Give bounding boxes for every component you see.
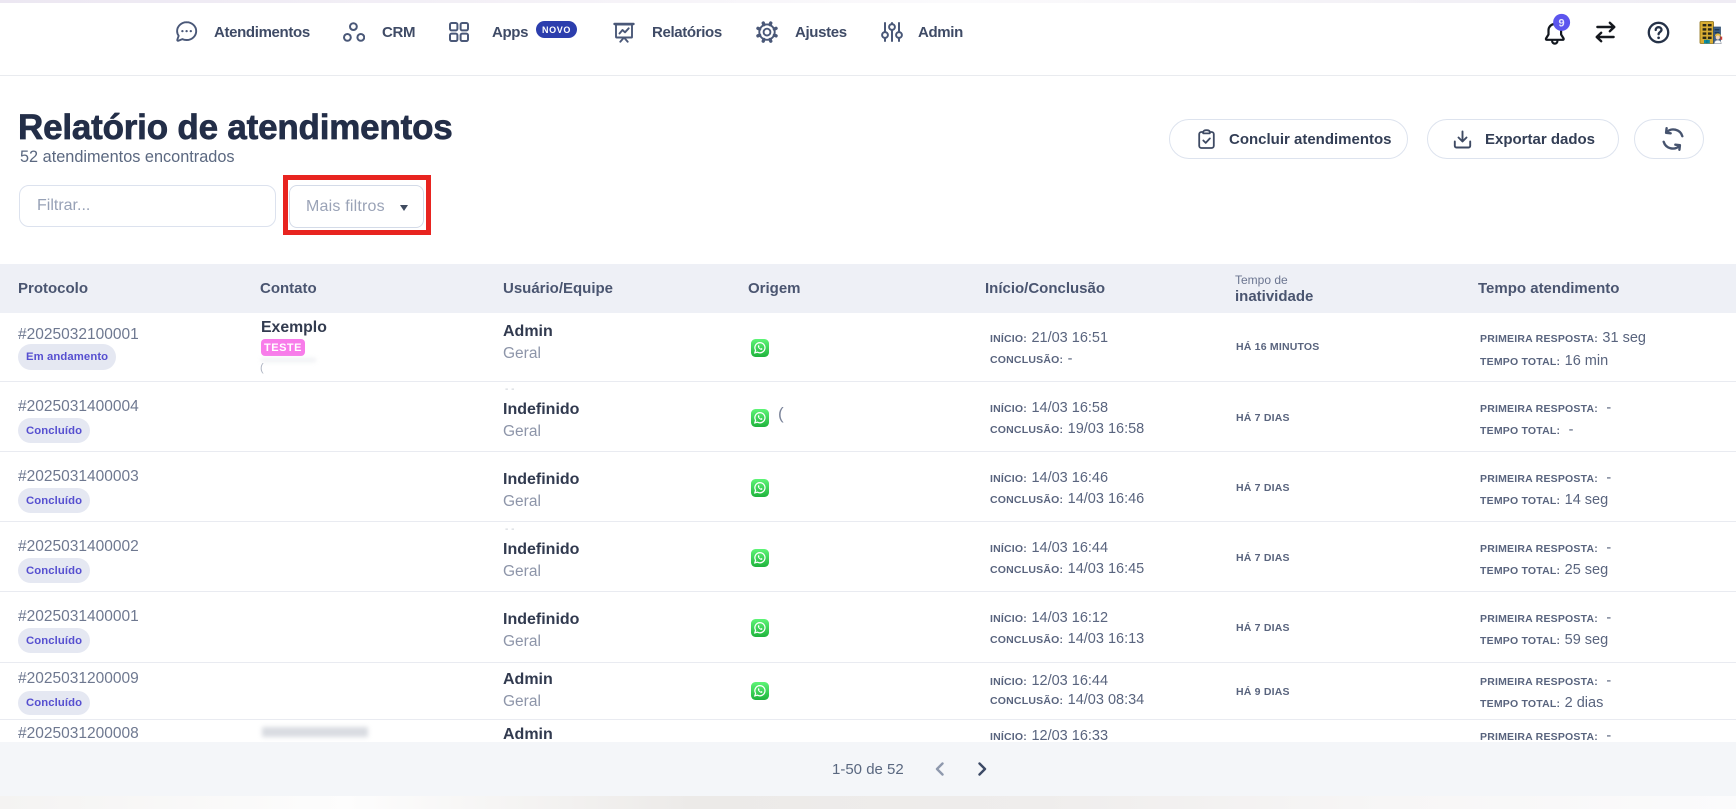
svg-text:9: 9 [1559, 17, 1565, 29]
